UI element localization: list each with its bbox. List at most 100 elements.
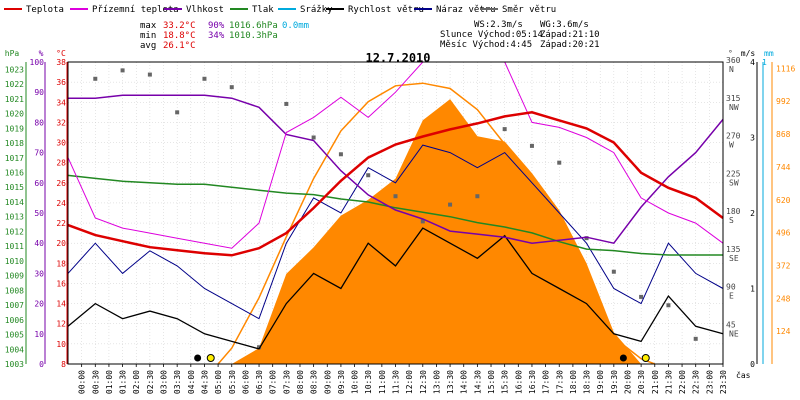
pressure-axis-tick: 1012	[5, 227, 24, 236]
stat-moon-set: Západ:20:21	[540, 40, 600, 50]
stat-min-temp: 18.8°C	[163, 31, 196, 41]
wind-dir-point	[639, 294, 644, 299]
wind-dir-point	[202, 76, 207, 81]
pressure-axis-tick: 1014	[5, 198, 24, 207]
stats-block: max 33.2°C 90% 1016.6hPa 0.0mm min 18.8°…	[140, 20, 600, 51]
x-tick-label: 23:00	[705, 370, 714, 394]
x-tick-label: 13:00	[432, 370, 441, 394]
pressure-axis-tick: 1009	[5, 272, 24, 281]
stat-sun-set: Západ:21:10	[540, 30, 600, 40]
axes: 1023102210211020101910181017101610151014…	[5, 49, 796, 394]
x-tick-label: 15:00	[487, 370, 496, 394]
temperature-axis-tick: 14	[56, 300, 66, 309]
wind-dir-point	[502, 127, 507, 132]
x-tick-label: 02:00	[132, 370, 141, 394]
wind-dir-point	[366, 173, 371, 178]
humidity-axis-tick: 40	[34, 239, 44, 248]
legend-label: Srážky	[300, 5, 333, 15]
x-tick-label: 09:00	[323, 370, 332, 394]
wind-axis-tick: 1	[750, 285, 755, 294]
direction-axis-label: SW	[729, 178, 739, 187]
temperature-axis-unit: °C	[56, 49, 66, 58]
solar-area	[231, 99, 642, 364]
legend: Teplota Přízemní teplota Vlhkost Tlak Srážky…	[4, 5, 556, 15]
temperature-axis-tick: 32	[56, 118, 66, 127]
wind-dir-point	[120, 68, 125, 73]
x-tick-label: 17:00	[542, 370, 551, 394]
pressure-axis-tick: 1017	[5, 154, 24, 163]
moonrise-marker	[194, 354, 202, 362]
pressure-axis-tick: 1015	[5, 183, 24, 192]
wind-dir-point	[229, 85, 234, 90]
solar-axis-tick: 124	[776, 327, 791, 336]
x-tick-label: 11:30	[392, 370, 401, 394]
x-tick-label: 05:00	[214, 370, 223, 394]
x-tick-label: 14:30	[473, 370, 482, 394]
x-tick-label: 03:00	[160, 370, 169, 394]
sunrise-marker	[206, 354, 215, 362]
direction-axis-label: SE	[729, 254, 739, 263]
pressure-axis-tick: 1005	[5, 331, 24, 340]
x-tick-label: 00:30	[91, 370, 100, 394]
humidity-axis-tick: 10	[34, 330, 44, 339]
temperature-axis-tick: 26	[56, 179, 66, 188]
series-teplota	[67, 111, 724, 257]
temperature-axis-tick: 22	[56, 219, 66, 228]
x-tick-label: 10:30	[364, 370, 373, 394]
wind-dir-point	[420, 219, 425, 224]
temperature-axis-tick: 20	[56, 239, 66, 248]
x-tick-label: 20:30	[637, 370, 646, 394]
direction-axis-tick: 90	[726, 283, 736, 292]
wind-dir-point	[338, 152, 343, 157]
wind-dir-point	[393, 194, 398, 199]
direction-axis-tick: 45	[726, 320, 736, 329]
wind-dir-point	[611, 269, 616, 274]
temperature-axis-tick: 16	[56, 279, 66, 288]
wind-dir-point	[666, 303, 671, 308]
x-tick-label: 14:00	[460, 370, 469, 394]
legend-label: Směr větru	[502, 5, 556, 15]
wind-dir-point	[584, 236, 589, 241]
chart-title: 12.7.2010	[365, 51, 430, 65]
humidity-axis-tick: 0	[39, 360, 44, 369]
wind-dir-point	[311, 135, 316, 140]
x-tick-label: 04:00	[187, 370, 196, 394]
humidity-axis-tick: 50	[34, 209, 44, 218]
pressure-axis-tick: 1008	[5, 286, 24, 295]
direction-axis-label: NW	[729, 103, 739, 112]
x-tick-label: 18:00	[569, 370, 578, 394]
solar-axis-tick: 744	[776, 163, 791, 172]
pressure-axis-tick: 1018	[5, 139, 24, 148]
humidity-axis-tick: 30	[34, 269, 44, 278]
pressure-axis-tick: 1011	[5, 242, 24, 251]
direction-axis-label: E	[729, 292, 734, 301]
temperature-axis-tick: 30	[56, 139, 66, 148]
stat-avg-label: avg	[140, 41, 156, 51]
solar-axis-tick: 1116	[776, 64, 795, 73]
temperature-axis-tick: 8	[61, 360, 66, 369]
stat-wg: WG:3.6m/s	[540, 20, 589, 30]
temperature-axis-tick: 10	[56, 340, 66, 349]
x-tick-label: 18:30	[583, 370, 592, 394]
x-tick-label: 08:30	[310, 370, 319, 394]
series-vlhkost	[68, 94, 724, 245]
x-tick-label: 21:30	[664, 370, 673, 394]
stat-max-label: max	[140, 21, 157, 31]
wind-dir-point	[257, 345, 262, 350]
pressure-axis-tick: 1013	[5, 213, 24, 222]
direction-axis-tick: 225	[726, 169, 741, 178]
pressure-axis-tick: 1010	[5, 257, 24, 266]
pressure-axis-unit: hPa	[5, 49, 20, 58]
wind-dir-point	[448, 202, 453, 207]
x-tick-label: 07:30	[282, 370, 291, 394]
x-tick-label: 11:00	[378, 370, 387, 394]
x-tick-label: 16:30	[528, 370, 537, 394]
x-tick-label: 06:30	[255, 370, 264, 394]
stat-sun: Slunce Východ:05:14	[440, 30, 543, 40]
legend-label: Teplota	[26, 5, 64, 15]
wind-dir-point	[147, 72, 152, 77]
pressure-axis-tick: 1021	[5, 95, 24, 104]
humidity-axis-tick: 90	[34, 88, 44, 97]
x-tick-label: 22:30	[692, 370, 701, 394]
